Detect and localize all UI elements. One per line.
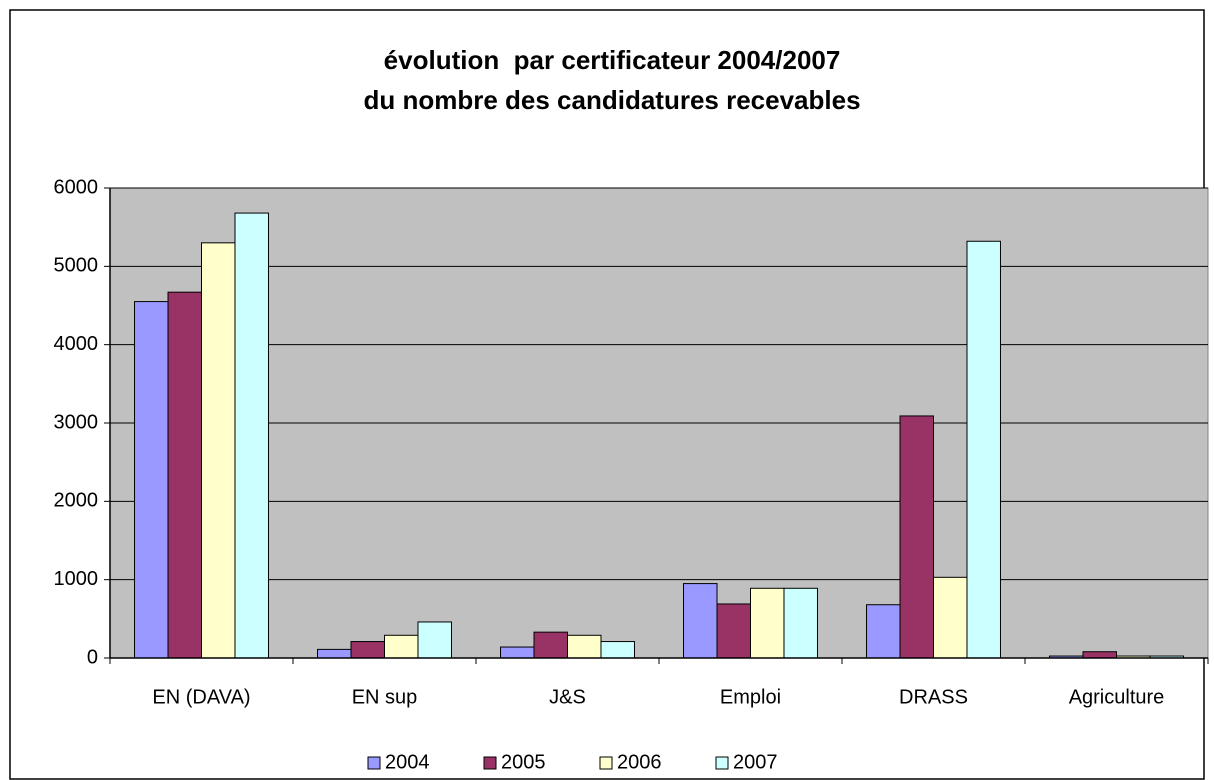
legend-swatch [367,756,381,770]
bar [201,242,236,659]
bar [417,621,452,659]
bar [683,583,718,659]
x-tick-label: Agriculture [1069,686,1165,708]
bar [350,641,385,659]
y-tick-label: 3000 [54,411,99,433]
bar [567,634,602,659]
legend-swatch [715,756,729,770]
x-tick-label: Emploi [720,686,781,708]
bar [783,587,818,659]
bar [933,576,968,659]
bar [384,634,419,659]
y-tick-label: 5000 [54,255,99,277]
bar [866,604,901,659]
x-tick-label: J&S [549,686,586,708]
bar [1082,651,1117,659]
bar [533,631,568,659]
chart-title: évolution par certificateur 2004/2007 [384,45,841,75]
bar [167,291,202,659]
bar [134,301,169,659]
legend-label: 2004 [385,751,430,773]
legend-label: 2005 [501,751,546,773]
bar [234,212,269,659]
y-tick-label: 4000 [54,333,99,355]
bar [600,641,635,659]
bar [966,240,1001,659]
bar [317,648,352,659]
bar [716,603,751,659]
y-tick-label: 6000 [54,176,99,198]
y-tick-label: 1000 [54,568,99,590]
legend-label: 2007 [733,751,778,773]
legend-swatch [483,756,497,770]
legend-swatch [599,756,613,770]
chart-title: du nombre des candidatures recevables [363,85,860,115]
y-tick-label: 2000 [54,490,99,512]
bar [899,415,934,659]
x-tick-label: DRASS [899,686,968,708]
y-tick-label: 0 [87,646,98,668]
bar [750,587,785,659]
legend-label: 2006 [617,751,662,773]
bar [500,646,535,659]
x-tick-label: EN sup [352,686,418,708]
x-tick-label: EN (DAVA) [152,686,250,708]
